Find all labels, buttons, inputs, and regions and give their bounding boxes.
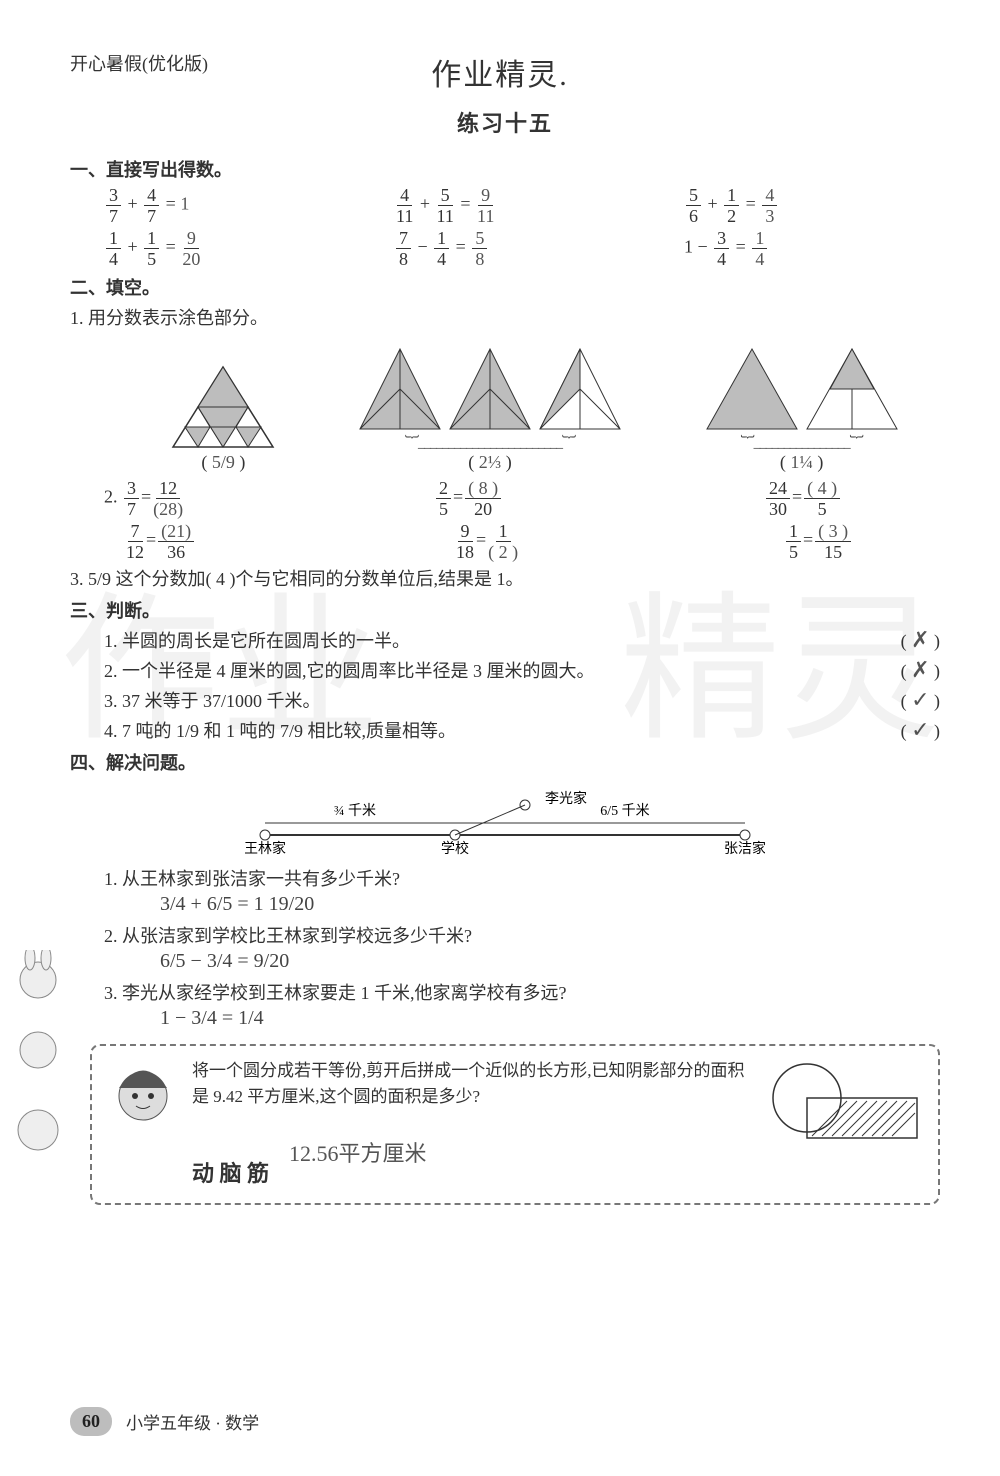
s2-ans1: 5/9 <box>212 452 235 472</box>
girl-icon <box>108 1058 178 1138</box>
tri-group-2: ︸________________________︸ ( 2⅓ ) <box>355 344 625 473</box>
worksheet-title: 练习十五 <box>70 106 940 138</box>
s1-eq3: 56 + 12 = 43 <box>684 186 864 225</box>
brain-text: 将一个圆分成若干等份,剪开后拼成一个近似的长方形,已知阴影部分的面积是 9.42… <box>192 1058 748 1191</box>
s1-row1: 37 + 47 = 1 411 + 511 = 911 56 + 12 = 43 <box>104 186 940 225</box>
brain-box: 将一个圆分成若干等份,剪开后拼成一个近似的长方形,已知阴影部分的面积是 9.42… <box>90 1044 940 1205</box>
judge-mark: ✓ <box>911 687 929 712</box>
header-left: 开心暑假(优化版) <box>70 50 208 76</box>
header: 开心暑假(优化版) 作业精灵. <box>70 50 940 76</box>
s2-eq1: 2. 37=12(28) <box>104 479 284 518</box>
s1-eq1: 37 + 47 = 1 <box>104 186 284 225</box>
s4-w1: 3/4 + 6/5 = 1 19/20 <box>160 893 940 916</box>
tri-group-1: ( 5/9 ) <box>168 362 278 473</box>
s2-q1: 1. 用分数表示涂色部分。 <box>70 304 940 330</box>
triangle-figure-1 <box>168 362 278 452</box>
triangle-row: ( 5/9 ) ︸________________________︸ ( 2⅓ … <box>130 344 940 473</box>
triangle-figure-2 <box>355 344 625 434</box>
s1-ans1: 1 <box>180 194 189 214</box>
page-number: 60 <box>70 1407 112 1436</box>
svg-text:王林家: 王林家 <box>245 840 286 855</box>
s3-3: 3. 37 米等于 37/1000 千米。( ✓ ) <box>104 687 940 713</box>
s3-2: 2. 一个半径是 4 厘米的圆,它的圆周率比半径是 3 厘米的圆大。( ✗ ) <box>104 657 940 683</box>
s2-eq5: 918=1( 2 ) <box>454 522 634 561</box>
s2-ans2: 2⅓ <box>479 452 502 472</box>
s4-q2: 2. 从张洁家到学校比王林家到学校远多少千米? <box>104 922 940 948</box>
header-center: 作业精灵. <box>431 50 569 94</box>
svg-text:张洁家: 张洁家 <box>724 840 765 855</box>
section-1-head: 一、直接写出得数。 <box>70 156 940 182</box>
footer-label: 小学五年级 · 数学 <box>126 1409 259 1434</box>
brace-icon: ︸________________︸ <box>702 432 902 452</box>
brain-ans: 12.56平方厘米 <box>289 1137 427 1171</box>
s1-eq6: 1 − 34 = 14 <box>684 229 864 268</box>
judge-mark: ✗ <box>911 627 929 652</box>
s2-eq3: 2430=( 4 )5 <box>764 479 944 518</box>
s2-eq6: 15=( 3 )15 <box>784 522 964 561</box>
s2-eqrow1: 2. 37=12(28) 25=( 8 )20 2430=( 4 )5 <box>104 479 940 518</box>
s1-eq4: 14 + 15 = 920 <box>104 229 284 268</box>
judge-mark: ✓ <box>911 717 929 742</box>
s4-w3: 1 − 3/4 = 1/4 <box>160 1007 940 1030</box>
s3-4: 4. 7 吨的 1/9 和 1 吨的 7/9 相比较,质量相等。( ✓ ) <box>104 717 940 743</box>
svg-text:6/5 千米: 6/5 千米 <box>600 803 649 819</box>
s4-w2: 6/5 − 3/4 = 9/20 <box>160 950 940 973</box>
triangle-figure-3 <box>702 344 902 434</box>
tri-group-3: ︸________________︸ ( 1¼ ) <box>702 344 902 473</box>
judge-mark: ✗ <box>911 657 929 682</box>
section-2-head: 二、填空。 <box>70 274 940 300</box>
section-4-head: 四、解决问题。 <box>70 749 940 775</box>
s4-q3: 3. 李光从家经学校到王林家要走 1 千米,他家离学校有多远? <box>104 979 940 1005</box>
s3-1: 1. 半圆的周长是它所在圆周长的一半。( ✗ ) <box>104 627 940 653</box>
s2-eq4: 712=(21)36 <box>124 522 304 561</box>
s1-row2: 14 + 15 = 920 78 − 14 = 58 1 − 34 = 14 <box>104 229 940 268</box>
svg-text:学校: 学校 <box>441 840 469 855</box>
svg-text:¾ 千米: ¾ 千米 <box>334 803 376 819</box>
brace-icon: ︸________________________︸ <box>355 432 625 452</box>
s4-q1: 1. 从王林家到张洁家一共有多少千米? <box>104 865 940 891</box>
footer: 60 小学五年级 · 数学 <box>70 1407 259 1436</box>
page: 作业 精灵 开心暑假(优化版) 作业精灵. 练习十五 一、直接写出得数。 37 … <box>0 0 1000 1476</box>
section-3-head: 三、判断。 <box>70 597 940 623</box>
s2-q3: 3. 5/9 这个分数加( 4 )个与它相同的分数单位后,结果是 1。 <box>70 565 940 591</box>
s2-eq2: 25=( 8 )20 <box>434 479 614 518</box>
s2-ans3: 1¼ <box>790 452 813 472</box>
s1-eq2: 411 + 511 = 911 <box>394 186 574 225</box>
s2-eqrow2: 712=(21)36 918=1( 2 ) 15=( 3 )15 <box>104 522 940 561</box>
bunny-icon <box>8 950 68 1170</box>
svg-text:李光家: 李光家 <box>545 790 587 807</box>
circle-rect-figure <box>762 1058 922 1148</box>
s1-eq5: 78 − 14 = 58 <box>394 229 574 268</box>
distance-diagram: 王林家 学校 张洁家 李光家 ¾ 千米 6/5 千米 <box>245 785 765 855</box>
brain-title: 动 脑 筋 <box>192 1157 269 1191</box>
